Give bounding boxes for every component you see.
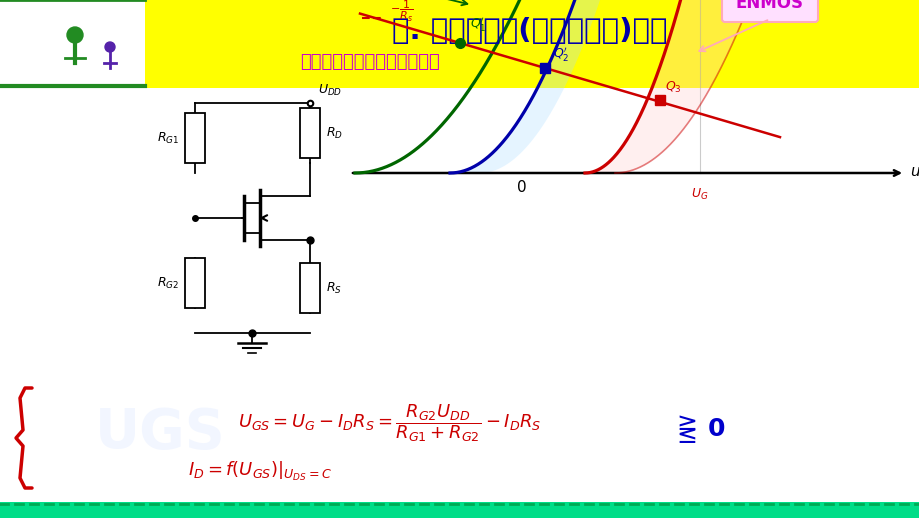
Text: $Q_1'$: $Q_1'$ bbox=[470, 15, 486, 33]
Circle shape bbox=[105, 42, 115, 52]
Text: $U_{DD}$: $U_{DD}$ bbox=[318, 83, 342, 98]
Text: UGS: UGS bbox=[95, 406, 225, 460]
Bar bbox=[300, 108, 320, 158]
Text: $U_G$: $U_G$ bbox=[690, 187, 708, 202]
Text: 0: 0 bbox=[516, 180, 527, 194]
Text: $U_{GS} = U_G - I_D R_S = \dfrac{R_{G2}U_{DD}}{R_{G1}+R_{G2}} - I_D R_S$: $U_{GS} = U_G - I_D R_S = \dfrac{R_{G2}U… bbox=[238, 402, 541, 444]
Text: $\leq$: $\leq$ bbox=[672, 424, 697, 448]
Bar bbox=[10, 380, 904, 500]
Polygon shape bbox=[449, 0, 620, 173]
Text: $u_{GS}$: $u_{GS}$ bbox=[909, 165, 919, 181]
Text: $R_S$: $R_S$ bbox=[325, 280, 342, 296]
Bar bbox=[185, 258, 205, 308]
Circle shape bbox=[67, 27, 83, 43]
Text: $R_{G1}$: $R_{G1}$ bbox=[156, 131, 179, 146]
Bar bbox=[0, 502, 919, 518]
Text: $\mathbf{0}$: $\mathbf{0}$ bbox=[706, 417, 724, 441]
Text: $R_D$: $R_D$ bbox=[325, 125, 343, 140]
Bar bbox=[300, 263, 320, 313]
Text: $I_D = f(U_{GS})|_{U_{DS} = C}$: $I_D = f(U_{GS})|_{U_{DS} = C}$ bbox=[187, 459, 332, 483]
Text: 二. 分压式偏置(或混合偏置)电路: 二. 分压式偏置(或混合偏置)电路 bbox=[391, 17, 667, 45]
Bar bbox=[145, 0, 919, 88]
Text: $R_{G2}$: $R_{G2}$ bbox=[157, 276, 179, 291]
Bar bbox=[185, 113, 205, 163]
Text: $\geq$: $\geq$ bbox=[672, 411, 697, 435]
FancyBboxPatch shape bbox=[721, 0, 817, 22]
Polygon shape bbox=[584, 0, 759, 173]
Bar bbox=[0, 88, 919, 502]
Text: ENMOS: ENMOS bbox=[735, 0, 803, 12]
Text: $-\dfrac{1}{R_s}$: $-\dfrac{1}{R_s}$ bbox=[390, 0, 414, 24]
Text: $Q_2'$: $Q_2'$ bbox=[552, 45, 569, 63]
Text: $Q_3$: $Q_3$ bbox=[664, 80, 681, 95]
Text: （适用于各种类型的场效管）: （适用于各种类型的场效管） bbox=[300, 53, 439, 71]
